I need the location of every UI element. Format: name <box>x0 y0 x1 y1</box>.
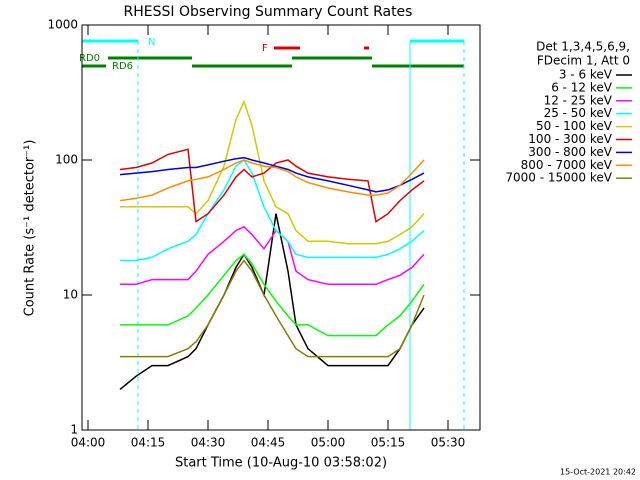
x-tick-label: 04:15 <box>131 436 166 450</box>
x-tick-label: 05:30 <box>431 436 466 450</box>
series-line <box>120 225 425 286</box>
annotation: RD6 <box>112 61 133 72</box>
chart-title: RHESSI Observing Summary Count Rates <box>124 4 413 20</box>
timestamp: 15-Oct-2021 20:42 <box>560 468 636 477</box>
x-tick-label: 05:00 <box>311 436 346 450</box>
series-line <box>119 159 425 202</box>
x-axis-label: Start Time (10-Aug-10 03:58:02) <box>175 456 387 471</box>
y-tick-label: 1 <box>70 423 78 437</box>
series-line <box>119 148 425 223</box>
legend-label: 25 - 50 keV <box>544 106 613 120</box>
night-lines <box>137 41 465 430</box>
legend-label: 300 - 800 keV <box>528 145 612 159</box>
series-line <box>119 213 425 390</box>
x-tick-label: 04:00 <box>71 436 106 450</box>
series-line <box>120 259 425 358</box>
x-tick-label: 05:15 <box>371 436 406 450</box>
legend-label: 3 - 6 keV <box>559 68 613 82</box>
legend-header: Det 1,3,4,5,6,9, <box>536 40 630 54</box>
plot-frame <box>81 24 481 431</box>
series-line <box>120 158 425 262</box>
series-line <box>120 253 425 337</box>
y-tick-label: 10 <box>63 288 78 302</box>
legend-label: 800 - 7000 keV <box>521 158 613 172</box>
legend-label: 6 - 12 keV <box>551 80 613 94</box>
state-bars <box>82 39 464 68</box>
annotation: F <box>262 43 268 54</box>
y-axis-label: Count Rate (s⁻¹ detector⁻¹) <box>23 140 38 317</box>
series-line <box>119 156 425 193</box>
legend-label: 50 - 100 keV <box>536 119 613 133</box>
x-tick-label: 04:30 <box>191 436 226 450</box>
legend-label: 100 - 300 keV <box>528 132 612 146</box>
y-tick-label: 100 <box>55 153 78 167</box>
annotation: RD0 <box>79 53 100 64</box>
annotation: N <box>148 37 155 48</box>
x-tick-label: 04:45 <box>251 436 286 450</box>
legend-header: FDecim 1, Att 0 <box>537 54 630 68</box>
legend-label: 7000 - 15000 keV <box>505 171 612 185</box>
legend-label: 12 - 25 keV <box>544 93 613 107</box>
series-line <box>120 99 425 245</box>
y-tick-label: 1000 <box>47 18 78 32</box>
